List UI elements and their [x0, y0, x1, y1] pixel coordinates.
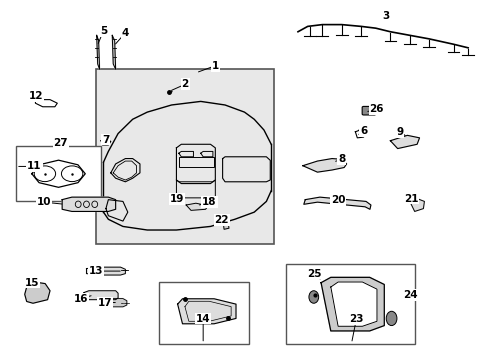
FancyBboxPatch shape	[159, 282, 249, 344]
Text: 22: 22	[214, 215, 228, 225]
Text: 6: 6	[359, 126, 366, 136]
Text: 8: 8	[337, 154, 345, 164]
Polygon shape	[86, 267, 125, 275]
Text: 2: 2	[181, 79, 188, 89]
Polygon shape	[330, 282, 376, 326]
Polygon shape	[222, 216, 228, 229]
FancyBboxPatch shape	[362, 107, 375, 115]
Polygon shape	[321, 277, 384, 331]
Text: 7: 7	[102, 135, 109, 145]
Text: 5: 5	[100, 26, 107, 36]
Polygon shape	[389, 135, 419, 149]
Text: 27: 27	[53, 138, 68, 148]
Polygon shape	[302, 158, 346, 172]
Polygon shape	[186, 203, 207, 210]
Text: 10: 10	[37, 197, 51, 207]
Polygon shape	[112, 35, 116, 69]
Polygon shape	[107, 298, 126, 307]
Text: 15: 15	[25, 278, 39, 288]
Text: 19: 19	[170, 194, 184, 204]
Text: 26: 26	[369, 104, 383, 114]
Text: 13: 13	[89, 266, 103, 276]
Text: 24: 24	[403, 290, 417, 300]
Text: 3: 3	[381, 11, 388, 21]
Text: 14: 14	[196, 314, 210, 324]
Polygon shape	[97, 35, 100, 69]
Polygon shape	[57, 139, 67, 147]
Ellipse shape	[308, 291, 318, 303]
Text: 16: 16	[73, 294, 88, 303]
Polygon shape	[177, 299, 236, 324]
Text: 17: 17	[98, 297, 112, 307]
Text: 9: 9	[396, 127, 403, 137]
Polygon shape	[409, 199, 424, 211]
Polygon shape	[303, 197, 370, 209]
Polygon shape	[25, 282, 50, 303]
Text: 11: 11	[27, 161, 41, 171]
Ellipse shape	[386, 311, 396, 325]
Bar	[179, 157, 214, 167]
Text: 25: 25	[306, 269, 321, 279]
Polygon shape	[84, 291, 118, 300]
Polygon shape	[62, 197, 116, 211]
Text: 21: 21	[403, 194, 418, 203]
Text: 23: 23	[348, 314, 363, 324]
Text: 1: 1	[211, 61, 219, 71]
FancyBboxPatch shape	[16, 146, 101, 202]
Text: 20: 20	[330, 195, 345, 205]
Text: 12: 12	[29, 91, 43, 101]
Text: 18: 18	[202, 197, 216, 207]
Text: 4: 4	[122, 28, 129, 38]
FancyBboxPatch shape	[285, 264, 414, 344]
FancyBboxPatch shape	[96, 69, 273, 244]
